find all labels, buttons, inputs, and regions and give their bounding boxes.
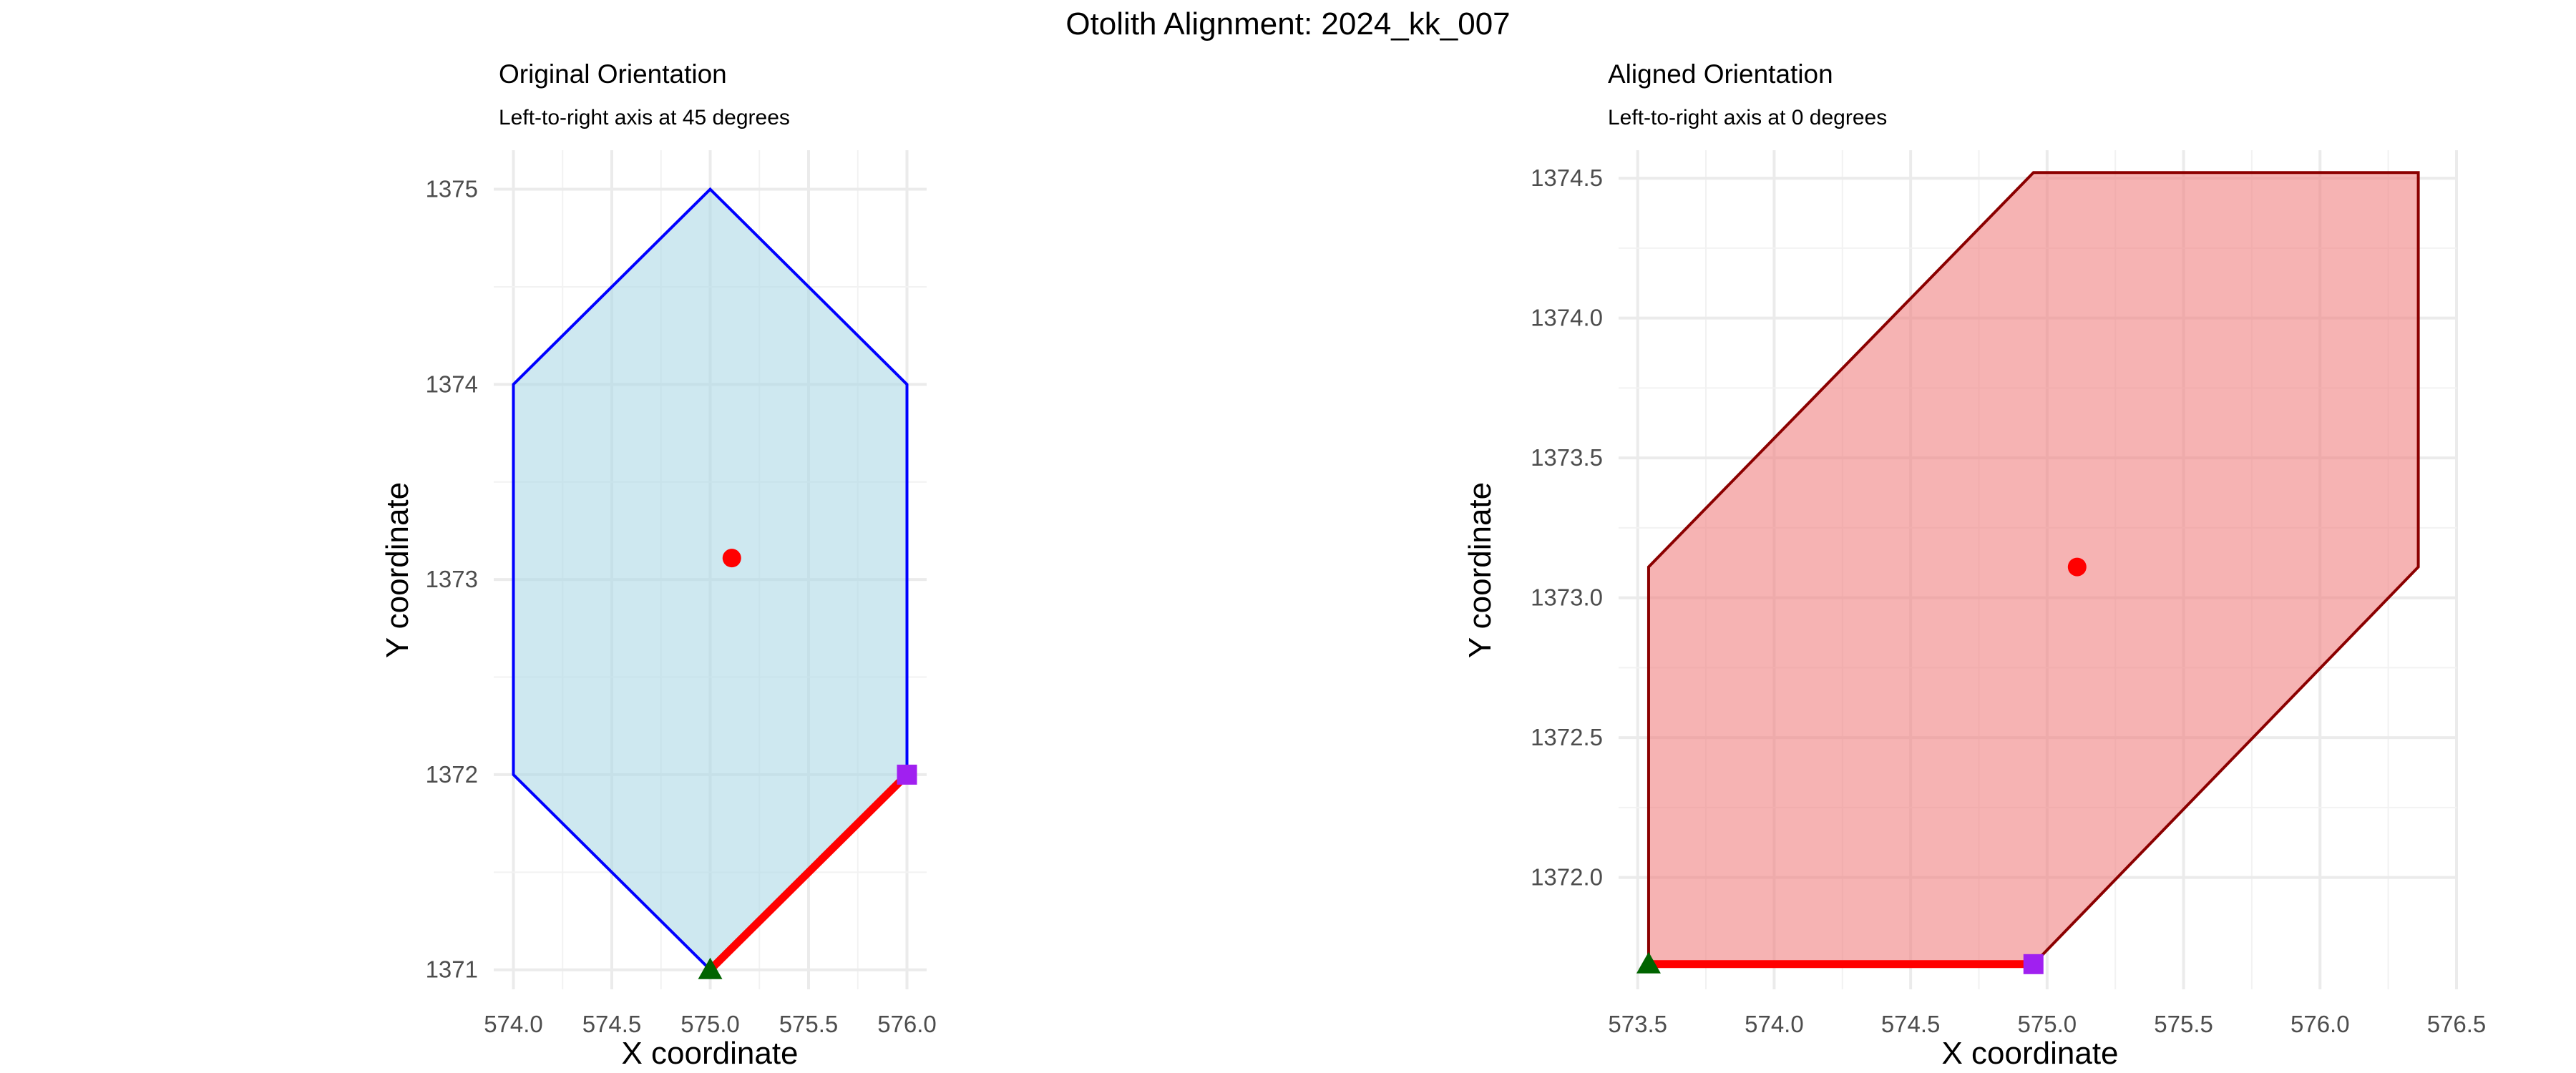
- x-tick-label: 576.0: [877, 1011, 937, 1037]
- y-tick-label: 1374: [426, 371, 478, 397]
- y-tick-label: 1373.0: [1531, 584, 1603, 611]
- left-right-axis-line: [707, 772, 910, 973]
- y-tick-labels: 1371 1372 1373 1374 1375: [426, 176, 478, 983]
- plot-area: [1636, 171, 2420, 974]
- end-point-square: [2023, 954, 2044, 974]
- y-tick-label: 1374.5: [1531, 165, 1603, 191]
- x-tick-label: 574.0: [484, 1011, 543, 1037]
- x-tick-label: 576.5: [2427, 1011, 2487, 1037]
- y-tick-label: 1375: [426, 176, 478, 202]
- panel-original-orientation: Original Orientation Left-to-right axis …: [380, 59, 937, 1071]
- y-tick-labels: 1372.0 1372.5 1373.0 1373.5 1374.0 1374.5: [1531, 165, 1603, 891]
- start-point-triangle: [698, 957, 723, 979]
- x-axis-label: X coordinate: [621, 1036, 798, 1071]
- x-axis-label: X coordinate: [1941, 1036, 2118, 1071]
- x-tick-labels: 573.5 574.0 574.5 575.0 575.5 576.0 576.5: [1608, 1011, 2486, 1037]
- x-tick-label: 574.5: [1881, 1011, 1941, 1037]
- panel-subtitle: Left-to-right axis at 0 degrees: [1608, 106, 1887, 129]
- x-tick-label: 575.5: [779, 1011, 839, 1037]
- panel-aligned-orientation: Aligned Orientation Left-to-right axis a…: [1463, 59, 2486, 1071]
- y-axis-label: Y coordinate: [380, 482, 415, 658]
- y-tick-label: 1373: [426, 566, 478, 592]
- x-tick-label: 575.0: [680, 1011, 740, 1037]
- panel-title: Original Orientation: [499, 59, 727, 89]
- y-axis-label: Y coordinate: [1463, 482, 1498, 658]
- figure-title: Otolith Alignment: 2024_kk_007: [1065, 6, 1510, 41]
- x-tick-label: 574.0: [1745, 1011, 1804, 1037]
- x-tick-labels: 574.0 574.5 575.0 575.5 576.0: [484, 1011, 937, 1037]
- y-tick-label: 1372: [426, 761, 478, 788]
- x-tick-label: 576.0: [2290, 1011, 2350, 1037]
- plot-area: [512, 187, 917, 979]
- x-tick-label: 573.5: [1608, 1011, 1667, 1037]
- centroid-point: [722, 549, 741, 568]
- panel-title: Aligned Orientation: [1608, 59, 1833, 89]
- y-tick-label: 1371: [426, 956, 478, 983]
- x-tick-label: 575.0: [2018, 1011, 2077, 1037]
- y-tick-label: 1373.5: [1531, 444, 1603, 471]
- start-point-triangle: [1636, 951, 1661, 974]
- y-tick-label: 1372.0: [1531, 864, 1603, 891]
- panel-subtitle: Left-to-right axis at 45 degrees: [499, 106, 790, 129]
- x-tick-label: 574.5: [582, 1011, 642, 1037]
- end-point-square: [897, 764, 917, 785]
- centroid-point: [2067, 557, 2087, 577]
- y-tick-label: 1372.5: [1531, 724, 1603, 750]
- x-tick-label: 575.5: [2154, 1011, 2213, 1037]
- y-tick-label: 1374.0: [1531, 305, 1603, 331]
